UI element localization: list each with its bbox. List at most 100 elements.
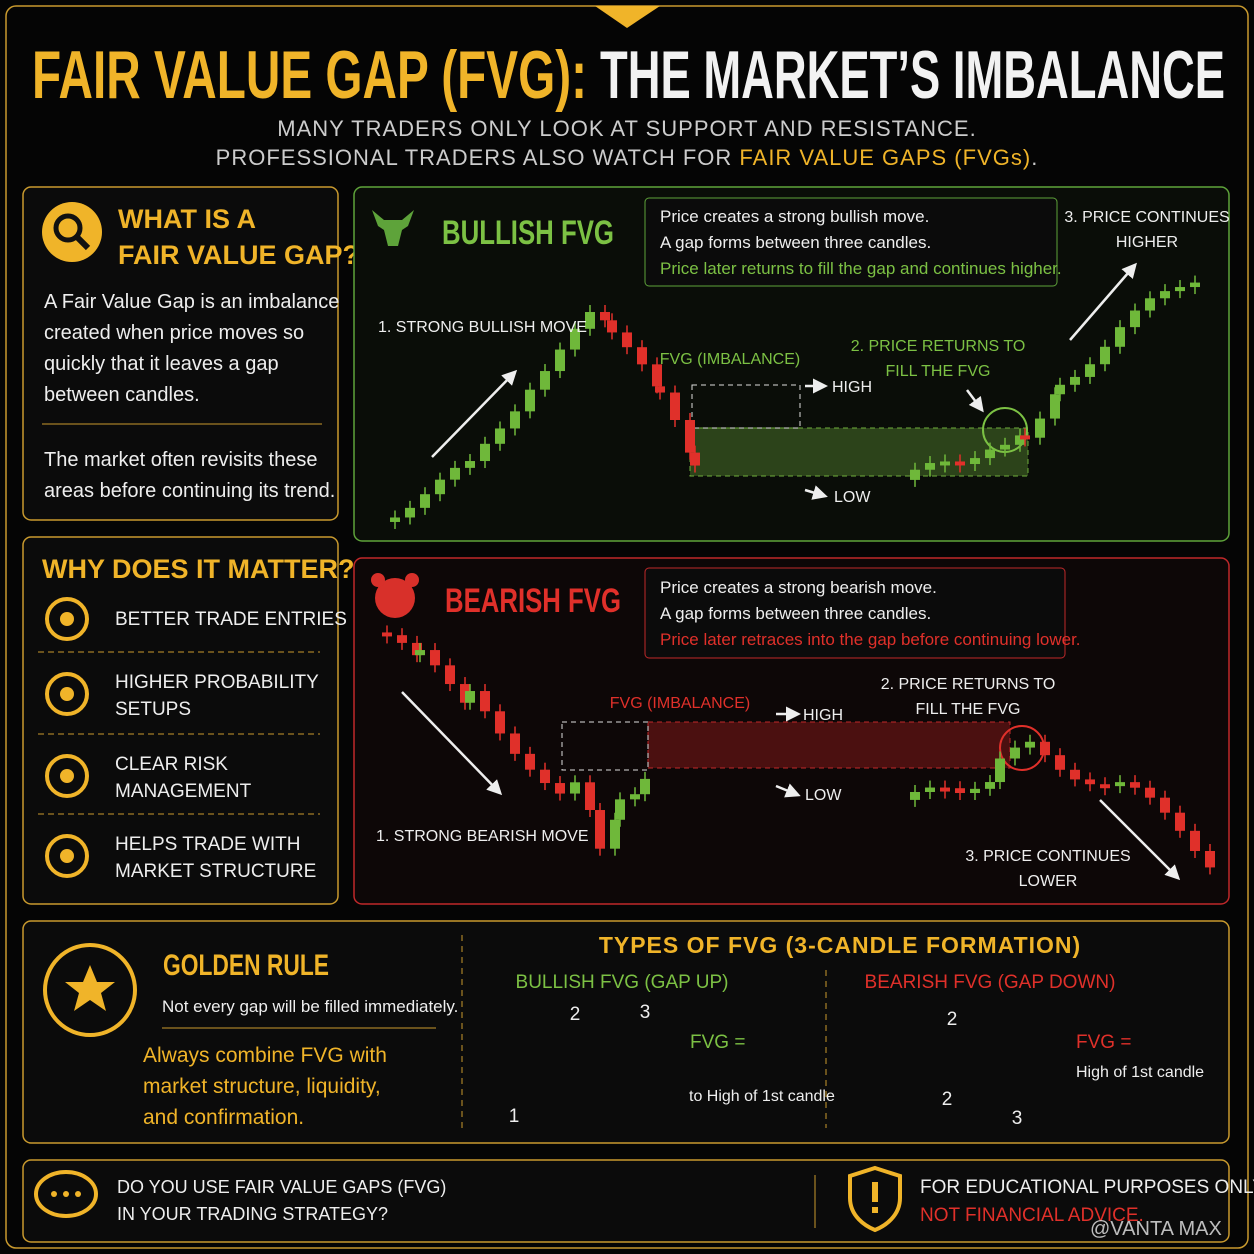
candle [435, 479, 445, 495]
footer-panel [22, 1159, 1230, 1243]
candle [970, 458, 980, 465]
candle [652, 364, 662, 387]
candle [1025, 741, 1035, 748]
candle [1175, 287, 1185, 292]
candle [1035, 418, 1045, 438]
candle [480, 443, 490, 462]
why-item: MARKET STRUCTURE [115, 861, 316, 882]
watermark: @VANTA MAX [1090, 1218, 1222, 1240]
bullish-title: BULLISH FVG [442, 214, 614, 252]
candle [1190, 830, 1200, 851]
step-label: 2. PRICE RETURNS TO [851, 338, 1026, 355]
candle [510, 411, 520, 429]
bearish-title: BEARISH FVG [445, 582, 621, 620]
chat-icon [51, 1191, 57, 1197]
title-gold: FAIR VALUE GAP (FVG): [32, 37, 587, 113]
why-panel [22, 536, 339, 905]
what-body: A Fair Value Gap is an imbalance [44, 291, 339, 313]
candle [607, 320, 617, 333]
candle [615, 799, 625, 820]
step-label: 3. PRICE CONTINUES [1064, 209, 1229, 226]
bull-icon [372, 210, 414, 246]
candle-number: 2 [570, 1004, 581, 1025]
why-item: HELPS TRADE WITH [115, 834, 300, 855]
question: DO YOU USE FAIR VALUE GAPS (FVG) [117, 1177, 446, 1197]
candle [525, 753, 535, 770]
question: IN YOUR TRADING STRATEGY? [117, 1204, 388, 1224]
candle [925, 787, 935, 792]
candle [1115, 327, 1125, 347]
rule-highlight: market structure, liquidity, [143, 1075, 381, 1098]
fvg-label: FVG (IMBALANCE) [660, 351, 800, 368]
bear-icon [375, 578, 415, 618]
why-item: MANAGEMENT [115, 781, 252, 802]
why-item: SETUPS [115, 699, 191, 720]
candle [1050, 394, 1060, 419]
what-body: quickly that it leaves a gap [44, 353, 279, 375]
candle [1190, 282, 1200, 288]
step-label: FILL THE FVG [886, 363, 991, 380]
high-label: HIGH [803, 707, 843, 724]
what-body: created when price moves so [44, 322, 304, 344]
candle [985, 782, 995, 789]
chat-icon [63, 1191, 69, 1197]
candle [995, 758, 1005, 783]
candle [585, 782, 595, 811]
candle [1115, 782, 1125, 787]
step-label: 2. PRICE RETURNS TO [881, 676, 1056, 693]
search-icon [74, 234, 91, 251]
arrow [775, 783, 801, 798]
candle [1000, 444, 1010, 450]
candle [1145, 787, 1155, 798]
candle [405, 507, 415, 518]
step-label: HIGHER [1116, 234, 1178, 251]
candle [690, 452, 700, 466]
candle [955, 788, 965, 794]
candle [430, 650, 440, 666]
fvg-definition: High of 1st candle [1076, 1064, 1204, 1081]
candle [495, 711, 505, 734]
candle [1100, 346, 1110, 365]
title-white: THE MARKET’S IMBALANCE [600, 37, 1225, 113]
what-note: The market often revisits these [44, 449, 317, 471]
candle [1130, 310, 1140, 328]
subtitle-part: . [1031, 145, 1038, 170]
step-label: 1. STRONG BEARISH MOVE [376, 828, 588, 845]
what-body: between candles. [44, 384, 200, 406]
bullish-box [644, 197, 1058, 287]
step-label: 1. STRONG BULLISH MOVE [378, 319, 587, 336]
candle [910, 791, 920, 800]
rule-text: Not every gap will be filled immediately… [162, 997, 458, 1016]
rule-highlight: Always combine FVG with [143, 1044, 387, 1067]
fvg-outline [691, 384, 801, 429]
arrow [804, 485, 828, 500]
types-bullish-title: BULLISH FVG (GAP UP) [516, 972, 729, 993]
search-icon [53, 213, 83, 243]
disclaimer-warning: NOT FINANCIAL ADVICE. [920, 1205, 1144, 1226]
logo [595, 6, 660, 28]
box-highlight: Price later returns to fill the gap and … [660, 259, 1062, 278]
subtitle: PROFESSIONAL TRADERS ALSO WATCH FOR FAIR… [216, 145, 1039, 170]
candle [390, 517, 400, 522]
candle [1160, 291, 1170, 299]
candle [1085, 364, 1095, 377]
why-icon [45, 672, 89, 716]
box-line: Price creates a strong bearish move. [660, 578, 937, 597]
arrow [966, 389, 984, 413]
candle [510, 733, 520, 754]
what-note: areas before continuing its trend. [44, 480, 335, 502]
step-label: LOWER [1019, 873, 1078, 890]
low-label: LOW [805, 787, 842, 804]
why-icon [60, 769, 74, 783]
candle [622, 332, 632, 348]
candle [1145, 298, 1155, 311]
shield-icon [848, 1165, 902, 1233]
candle [1015, 435, 1025, 445]
candle-number: 3 [1012, 1108, 1023, 1129]
candle [940, 787, 950, 792]
star-icon [43, 943, 137, 1037]
candle [1070, 769, 1080, 780]
what-title: WHAT IS A [118, 204, 256, 234]
why-icon [45, 597, 89, 641]
